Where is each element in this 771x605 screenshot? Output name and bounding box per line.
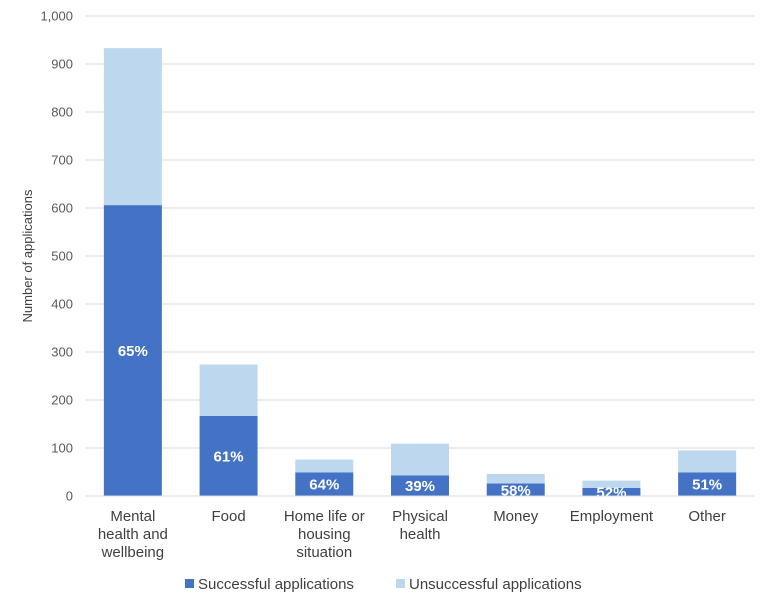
y-tick-label: 100 [51,441,73,456]
y-tick-label: 0 [66,489,73,504]
y-tick-label: 700 [51,153,73,168]
y-tick-label: 500 [51,249,73,264]
bar-data-label: 61% [214,448,244,465]
legend: Successful applications Unsuccessful app… [185,576,582,593]
category-label-line: housing [298,526,351,543]
bar-successful [678,472,737,496]
y-tick-label: 1,000 [40,9,73,24]
bar-unsuccessful [295,459,354,473]
category-label: Other [688,508,726,525]
category-label-line: health [400,526,441,543]
category-label-line: Other [688,508,726,525]
y-tick-label: 300 [51,345,73,360]
category-label-line: health and [98,526,168,543]
bar-unsuccessful [103,48,162,206]
category-label-line: situation [296,544,352,561]
category-label: Food [211,508,245,525]
category-label-line: Physical [392,508,448,525]
legend-label-unsuccessful: Unsuccessful applications [409,576,582,593]
bar-unsuccessful [582,480,641,488]
y-tick-label: 200 [51,393,73,408]
bar-data-label: 64% [309,477,339,494]
category-label: Money [493,508,539,525]
gridlines [85,15,755,449]
y-tick-label: 600 [51,201,73,216]
category-label: Physical health [392,508,448,543]
bar-unsuccessful [391,443,449,476]
y-tick-label: 800 [51,105,73,120]
category-label: Home life or housing situation [284,508,365,561]
data-labels: 65% 61% 64% 39% 58% 52% 51% [118,343,722,501]
category-label-line: Employment [570,508,654,525]
category-label-line: Money [493,508,539,525]
category-label: Employment [570,508,654,525]
legend-swatch-successful [185,579,194,588]
bar-successful [391,475,449,496]
bar-data-label: 65% [118,343,148,360]
bar-successful [582,487,641,496]
legend-swatch-unsuccessful [396,579,405,588]
bar-data-label: 39% [405,478,435,495]
bar-data-label: 51% [692,477,722,494]
y-axis-tick-labels: 0 100 200 300 400 500 600 700 800 900 1,000 [40,9,73,504]
category-label-line: Food [211,508,245,525]
category-label-line: Mental [110,508,155,525]
bar-unsuccessful [199,364,258,416]
category-label-line: Home life or [284,508,365,525]
y-axis-title: Number of applications [20,189,35,322]
category-labels: Mental health and wellbeing Food Home life o… [98,508,726,561]
bar-data-label: 52% [596,484,626,501]
bar-data-label: 58% [501,482,531,499]
y-tick-label: 400 [51,297,73,312]
bar-successful [295,472,354,496]
bar-unsuccessful [486,473,545,484]
category-label: Mental health and wellbeing [98,508,168,561]
category-label-line: wellbeing [101,544,165,561]
bar-successful [103,205,162,496]
bar-successful [199,415,258,496]
y-tick-label: 900 [51,57,73,72]
bars [103,48,737,496]
legend-label-successful: Successful applications [198,576,354,593]
bar-successful [486,483,545,496]
bar-unsuccessful [678,450,737,473]
